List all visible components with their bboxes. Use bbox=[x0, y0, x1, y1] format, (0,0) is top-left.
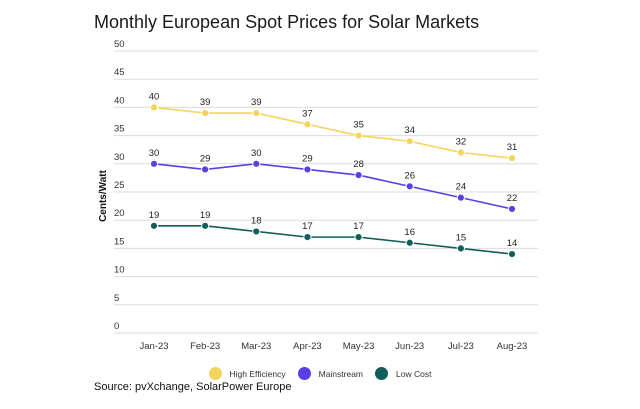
y-tick-label: 20 bbox=[114, 208, 125, 219]
data-label: 29 bbox=[302, 153, 313, 164]
legend-label: High Efficiency bbox=[229, 368, 286, 379]
data-label: 16 bbox=[404, 227, 415, 238]
series-line bbox=[153, 162, 513, 210]
y-tick-label: 30 bbox=[114, 152, 125, 163]
x-tick-label: Jul-23 bbox=[448, 341, 474, 352]
data-label: 28 bbox=[353, 159, 364, 170]
data-label: 30 bbox=[149, 148, 160, 159]
y-tick-label: 50 bbox=[114, 39, 125, 50]
data-label: 32 bbox=[456, 137, 467, 148]
legend-swatch-icon bbox=[297, 367, 311, 380]
data-point bbox=[507, 249, 517, 259]
data-point bbox=[456, 193, 465, 202]
data-label: 31 bbox=[507, 142, 518, 153]
y-tick-label: 15 bbox=[114, 236, 125, 247]
data-point bbox=[201, 221, 210, 230]
data-point bbox=[252, 227, 261, 236]
data-point bbox=[303, 165, 312, 174]
data-label: 15 bbox=[456, 232, 467, 243]
legend-swatch-icon bbox=[375, 367, 389, 380]
data-point bbox=[149, 221, 159, 230]
data-point bbox=[303, 233, 312, 242]
data-label: 40 bbox=[149, 91, 160, 102]
x-tick-label: Feb-23 bbox=[190, 341, 220, 352]
x-axis-ticks: Jan-23 Feb-23 Mar-23 Apr-23 May-23 Jun-23 Jul-… bbox=[139, 341, 527, 352]
series-line bbox=[154, 225, 513, 255]
data-label: 26 bbox=[404, 170, 415, 181]
data-label: 29 bbox=[200, 153, 211, 164]
x-tick-label: Apr-23 bbox=[293, 341, 322, 352]
y-axis-label: Cents/Watt bbox=[98, 169, 109, 222]
data-point bbox=[405, 137, 414, 146]
data-point bbox=[354, 131, 363, 140]
data-point bbox=[149, 159, 159, 168]
y-tick-label: 35 bbox=[114, 124, 125, 135]
series-line bbox=[153, 106, 513, 159]
y-axis-ticks: 0 5 10 15 20 25 30 35 40 45 50 bbox=[114, 39, 125, 332]
data-point bbox=[405, 238, 414, 247]
data-point bbox=[303, 120, 312, 129]
data-label: 22 bbox=[507, 193, 518, 204]
data-point bbox=[456, 148, 465, 157]
data-label: 19 bbox=[200, 210, 211, 221]
legend: High Efficiency Mainstream Low Cost bbox=[0, 367, 640, 380]
y-tick-label: 0 bbox=[114, 321, 119, 332]
chart-title: Monthly European Spot Prices for Solar M… bbox=[94, 12, 480, 32]
data-label: 39 bbox=[200, 97, 211, 108]
data-label: 19 bbox=[149, 210, 160, 221]
data-point bbox=[201, 165, 210, 174]
legend-item: Mainstream bbox=[297, 367, 364, 380]
legend-item: High Efficiency bbox=[208, 367, 286, 380]
y-tick-label: 10 bbox=[114, 265, 125, 276]
series-high-efficiency: 40 39 39 37 35 34 32 31 bbox=[149, 91, 518, 163]
x-tick-label: Mar-23 bbox=[241, 341, 271, 352]
data-point bbox=[507, 204, 517, 214]
data-point bbox=[405, 182, 414, 191]
data-label: 17 bbox=[353, 221, 364, 232]
legend-label: Mainstream bbox=[318, 368, 364, 379]
source-note: Source: pvXchange, SolarPower Europe bbox=[94, 381, 292, 393]
series-mainstream: 30 29 30 29 28 26 24 22 bbox=[149, 148, 518, 214]
data-label: 34 bbox=[404, 125, 415, 136]
data-label: 17 bbox=[302, 221, 313, 232]
data-label: 18 bbox=[251, 215, 262, 226]
x-tick-label: Jun-23 bbox=[395, 341, 424, 352]
data-point bbox=[354, 170, 363, 180]
data-point bbox=[201, 108, 210, 118]
data-point bbox=[507, 154, 517, 163]
data-point bbox=[149, 103, 159, 112]
data-label: 35 bbox=[353, 120, 364, 131]
data-label: 14 bbox=[507, 238, 518, 249]
legend-label: Low Cost bbox=[396, 368, 432, 379]
gridlines bbox=[114, 50, 538, 334]
series-lines: 40 39 39 37 35 34 32 31 30 29 30 29 28 26 24 22 19 19 18 17… bbox=[149, 91, 518, 259]
legend-item: Low Cost bbox=[375, 367, 431, 380]
data-label: 30 bbox=[251, 148, 262, 159]
x-tick-label: Aug-23 bbox=[497, 341, 528, 352]
x-tick-label: May-23 bbox=[343, 341, 375, 352]
y-tick-label: 45 bbox=[114, 67, 125, 78]
y-tick-label: 25 bbox=[114, 180, 125, 191]
y-tick-label: 5 bbox=[114, 293, 119, 304]
data-label: 24 bbox=[456, 182, 467, 193]
data-label: 39 bbox=[251, 97, 262, 108]
data-point bbox=[354, 233, 363, 242]
y-tick-label: 40 bbox=[114, 95, 125, 106]
data-point bbox=[252, 108, 261, 118]
x-tick-label: Jan-23 bbox=[139, 341, 168, 352]
data-point bbox=[456, 244, 465, 253]
data-label: 37 bbox=[302, 108, 313, 119]
data-point bbox=[252, 159, 261, 168]
legend-swatch-icon bbox=[208, 367, 222, 380]
series-low-cost: 19 19 18 17 17 16 15 14 bbox=[149, 210, 518, 259]
